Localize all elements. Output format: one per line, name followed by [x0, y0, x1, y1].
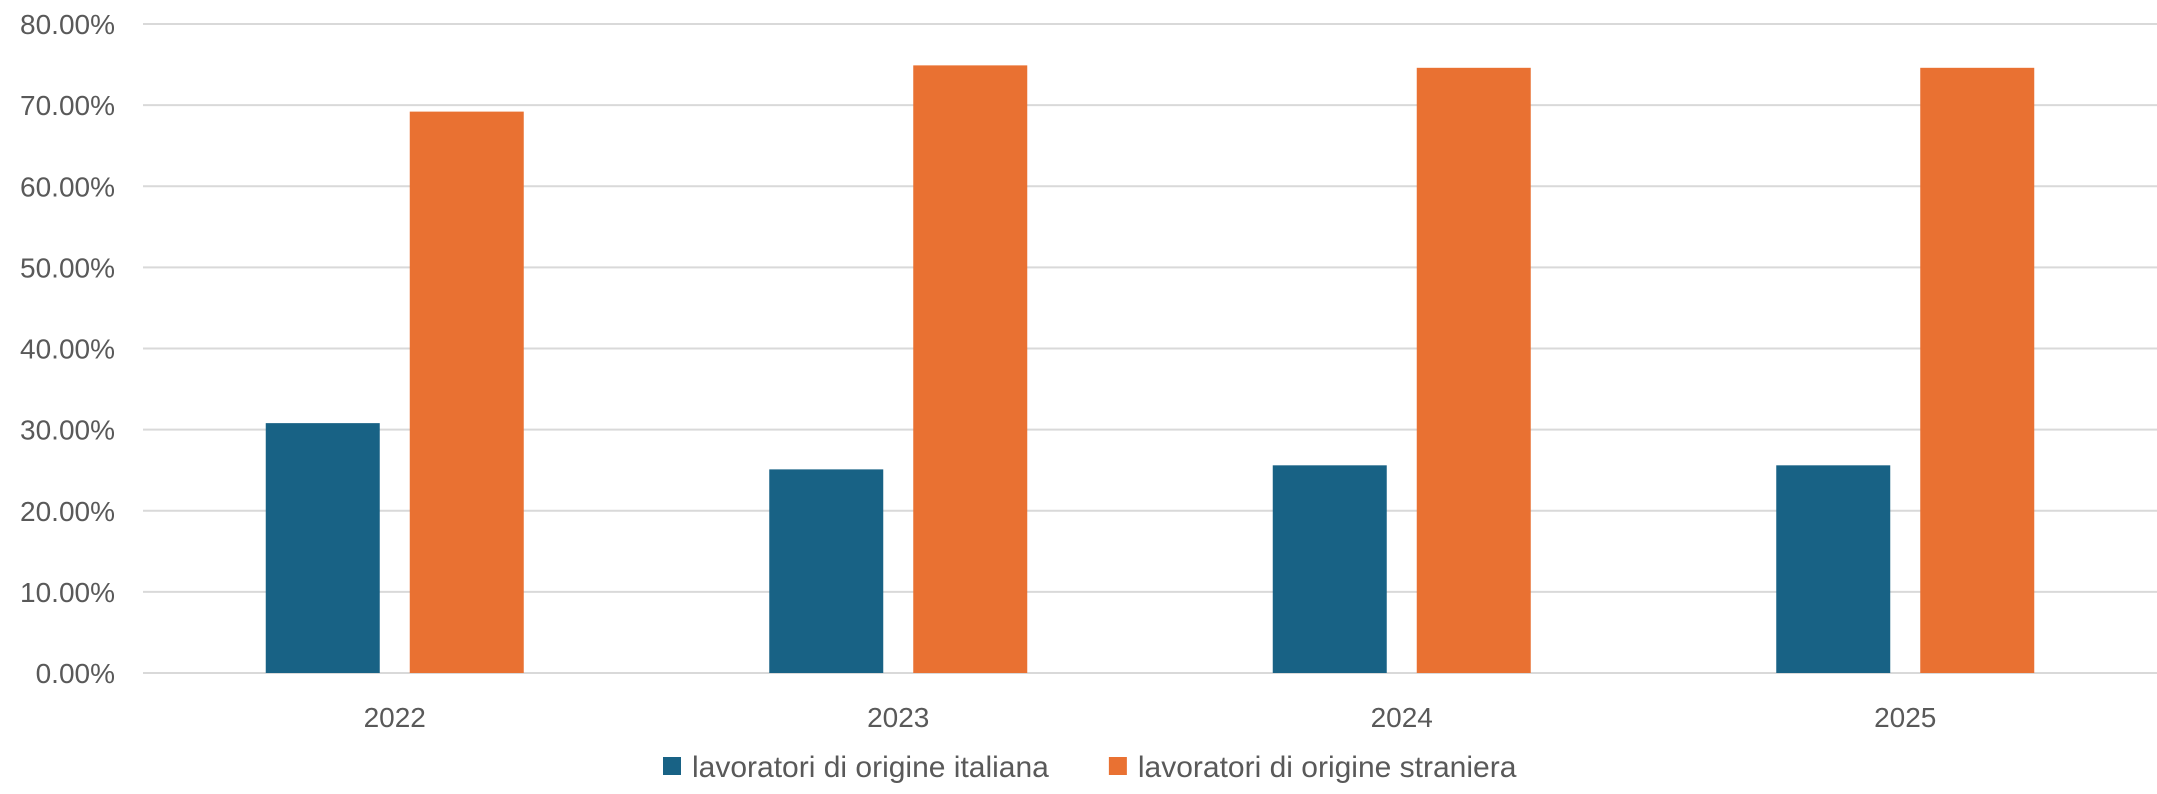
- legend-item: lavoratori di origine straniera: [1108, 751, 1517, 784]
- y-tick-label: 20.00%: [20, 496, 115, 527]
- bars: [265, 65, 2035, 674]
- y-tick-label: 70.00%: [20, 90, 115, 121]
- y-tick-label: 0.00%: [36, 658, 115, 689]
- bar-2024-italiana: [1272, 465, 1387, 673]
- bar-2025-straniera: [1920, 67, 2035, 674]
- y-tick-label: 40.00%: [20, 334, 115, 365]
- x-tick-label: 2024: [1371, 702, 1433, 733]
- y-tick-label: 50.00%: [20, 252, 115, 283]
- y-tick-label: 80.00%: [20, 9, 115, 40]
- y-tick-label: 60.00%: [20, 171, 115, 202]
- y-tick-label: 10.00%: [20, 577, 115, 608]
- bar-2024-straniera: [1416, 67, 1531, 674]
- legend-label: lavoratori di origine italiana: [692, 751, 1049, 784]
- legend-swatch: [1108, 757, 1127, 775]
- x-axis-ticks: 2022 2023 2024 2025: [364, 702, 1937, 733]
- y-axis-ticks: 0.00% 10.00% 20.00% 30.00% 40.00% 50.00% 60.00…: [20, 9, 115, 689]
- bar-2022-italiana: [265, 423, 380, 673]
- bar-2023-italiana: [769, 469, 884, 673]
- x-tick-label: 2022: [364, 702, 426, 733]
- legend-item: lavoratori di origine italiana: [663, 751, 1049, 784]
- bar-2025-italiana: [1776, 465, 1891, 673]
- bar-2023-straniera: [913, 65, 1028, 673]
- x-tick-label: 2023: [867, 702, 929, 733]
- legend-swatch: [663, 757, 681, 775]
- legend-label: lavoratori di origine straniera: [1138, 751, 1517, 784]
- x-tick-label: 2025: [1874, 702, 1936, 733]
- y-tick-label: 30.00%: [20, 415, 115, 446]
- legend: lavoratori di origine italiana lavoratori…: [663, 751, 1517, 784]
- bar-2022-straniera: [409, 111, 524, 674]
